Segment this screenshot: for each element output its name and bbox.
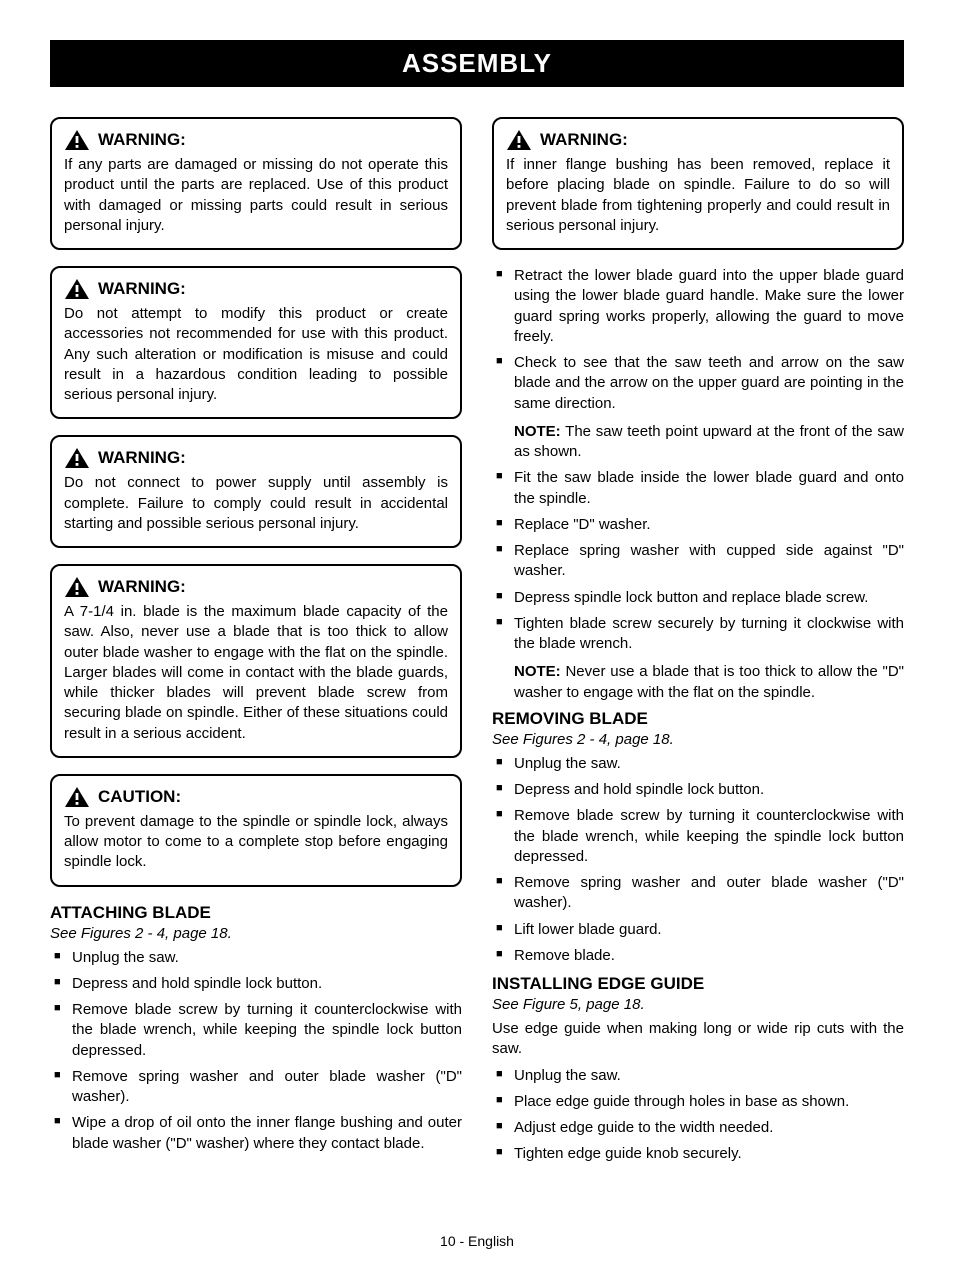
list-item: Remove blade screw by turning it counter… bbox=[50, 1000, 462, 1061]
warning-triangle-icon bbox=[64, 786, 90, 808]
note-text: The saw teeth point upward at the front … bbox=[514, 423, 904, 460]
warning-triangle-icon bbox=[64, 576, 90, 598]
warning-text: Do not connect to power supply until ass… bbox=[64, 473, 448, 534]
list-item: Remove spring washer and outer blade was… bbox=[50, 1067, 462, 1108]
warning-text: A 7-1/4 in. blade is the maximum blade c… bbox=[64, 602, 448, 744]
list-item: Tighten edge guide knob securely. bbox=[492, 1144, 904, 1164]
attaching-continue-list-2: Fit the saw blade inside the lower blade… bbox=[492, 468, 904, 654]
removing-blade-list: Unplug the saw. Depress and hold spindle… bbox=[492, 754, 904, 966]
attaching-blade-heading: ATTACHING BLADE bbox=[50, 903, 462, 923]
right-column: WARNING: If inner flange bushing has bee… bbox=[492, 117, 904, 1173]
installing-edge-guide-heading: INSTALLING EDGE GUIDE bbox=[492, 974, 904, 994]
list-item: Retract the lower blade guard into the u… bbox=[492, 266, 904, 347]
see-figures: See Figures 2 - 4, page 18. bbox=[50, 925, 462, 942]
note-text: Never use a blade that is too thick to a… bbox=[514, 663, 904, 700]
list-item: Wipe a drop of oil onto the inner flange… bbox=[50, 1113, 462, 1154]
warning-header: WARNING: bbox=[64, 447, 448, 469]
warning-box: WARNING: A 7-1/4 in. blade is the maximu… bbox=[50, 564, 462, 758]
note-label: NOTE: bbox=[514, 663, 561, 680]
caution-box: CAUTION: To prevent damage to the spindl… bbox=[50, 774, 462, 887]
list-item: Replace spring washer with cupped side a… bbox=[492, 541, 904, 582]
list-item: Unplug the saw. bbox=[492, 754, 904, 774]
list-item: Tighten blade screw securely by turning … bbox=[492, 614, 904, 655]
warning-box: WARNING: Do not connect to power supply … bbox=[50, 435, 462, 548]
warning-text: If inner flange bushing has been removed… bbox=[506, 155, 890, 236]
caution-text: To prevent damage to the spindle or spin… bbox=[64, 812, 448, 873]
installing-edge-guide-list: Unplug the saw. Place edge guide through… bbox=[492, 1066, 904, 1165]
list-item: Check to see that the saw teeth and arro… bbox=[492, 353, 904, 414]
warning-label: WARNING: bbox=[98, 130, 186, 150]
note-line: NOTE: The saw teeth point upward at the … bbox=[514, 422, 904, 463]
list-item: Place edge guide through holes in base a… bbox=[492, 1092, 904, 1112]
warning-triangle-icon bbox=[64, 129, 90, 151]
warning-label: WARNING: bbox=[98, 279, 186, 299]
warning-label: WARNING: bbox=[540, 130, 628, 150]
installing-intro: Use edge guide when making long or wide … bbox=[492, 1019, 904, 1060]
list-item: Replace "D" washer. bbox=[492, 515, 904, 535]
list-item: Lift lower blade guard. bbox=[492, 920, 904, 940]
warning-header: WARNING: bbox=[64, 576, 448, 598]
caution-header: CAUTION: bbox=[64, 786, 448, 808]
warning-box: WARNING: Do not attempt to modify this p… bbox=[50, 266, 462, 419]
list-item: Unplug the saw. bbox=[50, 948, 462, 968]
warning-text: If any parts are damaged or missing do n… bbox=[64, 155, 448, 236]
note-label: NOTE: bbox=[514, 423, 561, 440]
see-figures: See Figure 5, page 18. bbox=[492, 996, 904, 1013]
list-item: Remove blade. bbox=[492, 946, 904, 966]
warning-text: Do not attempt to modify this product or… bbox=[64, 304, 448, 405]
warning-header: WARNING: bbox=[64, 278, 448, 300]
warning-label: WARNING: bbox=[98, 448, 186, 468]
list-item: Remove spring washer and outer blade was… bbox=[492, 873, 904, 914]
attaching-blade-list: Unplug the saw. Depress and hold spindle… bbox=[50, 948, 462, 1154]
warning-box: WARNING: If any parts are damaged or mis… bbox=[50, 117, 462, 250]
see-figures: See Figures 2 - 4, page 18. bbox=[492, 731, 904, 748]
warning-triangle-icon bbox=[506, 129, 532, 151]
warning-triangle-icon bbox=[64, 447, 90, 469]
list-item: Adjust edge guide to the width needed. bbox=[492, 1118, 904, 1138]
left-column: WARNING: If any parts are damaged or mis… bbox=[50, 117, 462, 1173]
list-item: Depress and hold spindle lock button. bbox=[492, 780, 904, 800]
warning-box: WARNING: If inner flange bushing has bee… bbox=[492, 117, 904, 250]
two-column-layout: WARNING: If any parts are damaged or mis… bbox=[50, 117, 904, 1173]
removing-blade-heading: REMOVING BLADE bbox=[492, 709, 904, 729]
attaching-continue-list-1: Retract the lower blade guard into the u… bbox=[492, 266, 904, 414]
list-item: Unplug the saw. bbox=[492, 1066, 904, 1086]
warning-triangle-icon bbox=[64, 278, 90, 300]
note-line: NOTE: Never use a blade that is too thic… bbox=[514, 662, 904, 703]
warning-header: WARNING: bbox=[506, 129, 890, 151]
list-item: Depress spindle lock button and replace … bbox=[492, 588, 904, 608]
list-item: Depress and hold spindle lock button. bbox=[50, 974, 462, 994]
caution-label: CAUTION: bbox=[98, 787, 181, 807]
warning-header: WARNING: bbox=[64, 129, 448, 151]
list-item: Remove blade screw by turning it counter… bbox=[492, 806, 904, 867]
section-header: ASSEMBLY bbox=[50, 40, 904, 87]
list-item: Fit the saw blade inside the lower blade… bbox=[492, 468, 904, 509]
warning-label: WARNING: bbox=[98, 577, 186, 597]
